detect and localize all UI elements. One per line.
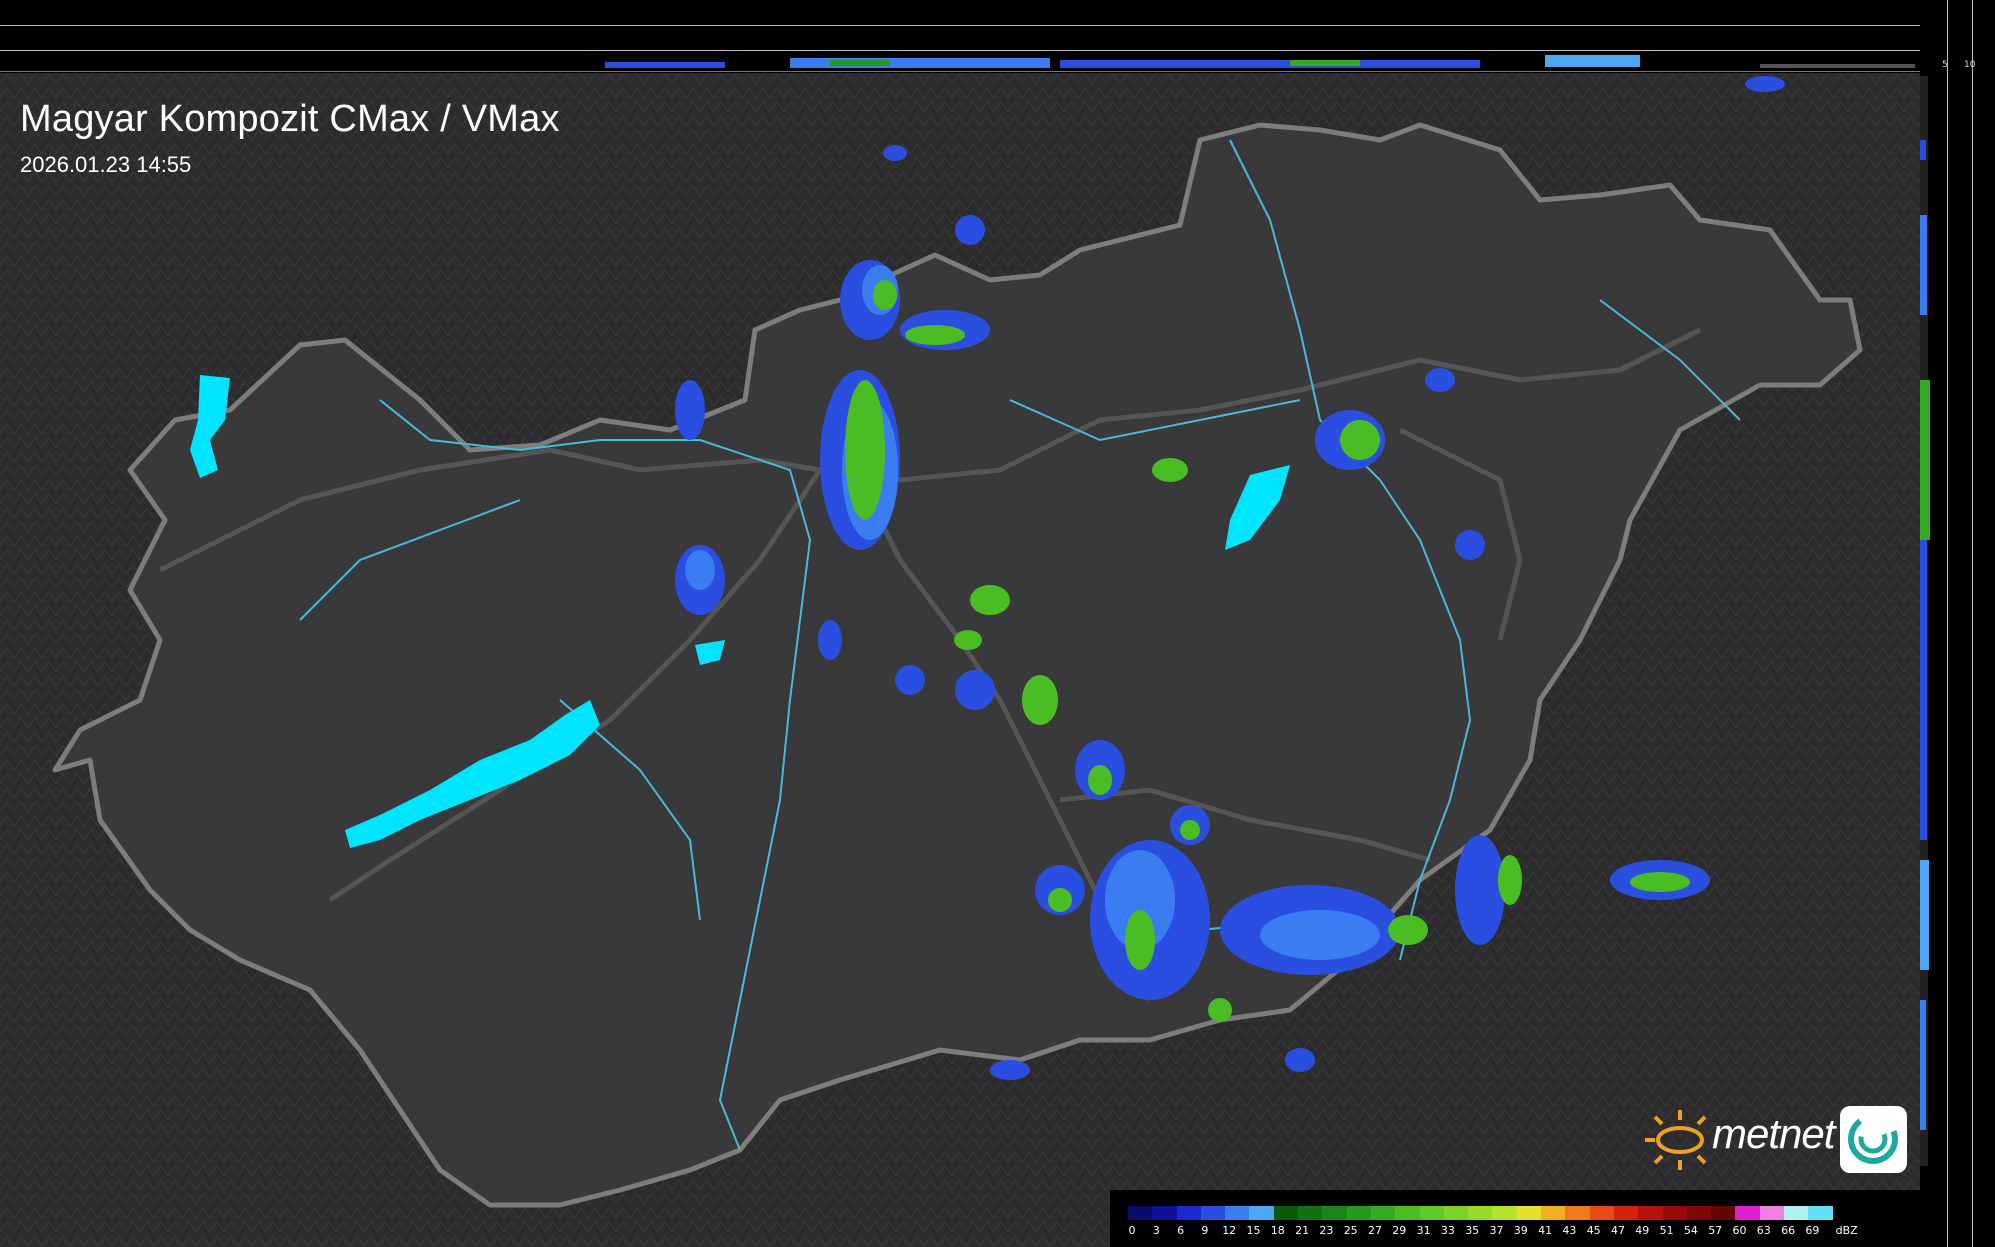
legend-value-label: 51 xyxy=(1659,1224,1674,1237)
legend-swatch xyxy=(1565,1206,1590,1220)
legend-value-label: 49 xyxy=(1635,1224,1650,1237)
legend-value-label: 21 xyxy=(1295,1224,1310,1237)
logo-text: metnet xyxy=(1712,1110,1835,1157)
legend-swatch xyxy=(1808,1206,1833,1220)
lakes xyxy=(190,375,1290,848)
profile-tick-label: 10 xyxy=(1964,60,1976,70)
legend-swatch xyxy=(1711,1206,1736,1220)
rivers xyxy=(299,139,1741,1151)
legend-value-label: 47 xyxy=(1611,1224,1625,1237)
swirl-icon xyxy=(1840,1106,1907,1173)
roads xyxy=(158,327,1702,1002)
legend-swatch xyxy=(1128,1206,1153,1220)
map-canvas xyxy=(0,73,1920,1247)
legend-swatch xyxy=(1589,1206,1614,1220)
legend-swatch xyxy=(1225,1206,1250,1220)
legend-value-label: 39 xyxy=(1513,1224,1528,1237)
legend-value-label: 60 xyxy=(1732,1224,1747,1237)
legend-swatch xyxy=(1370,1206,1396,1220)
radar-echoes-green xyxy=(845,280,1690,1022)
legend-swatch xyxy=(1176,1206,1201,1220)
legend-value-label: 3 xyxy=(1152,1224,1160,1237)
legend-value-label: 15 xyxy=(1246,1224,1261,1237)
profile-gridline xyxy=(1947,0,1948,1247)
legend-swatch xyxy=(1273,1206,1299,1220)
profile-baseline xyxy=(0,71,1920,72)
legend-value-label: 29 xyxy=(1392,1224,1407,1237)
legend-swatch xyxy=(1784,1206,1809,1220)
top-profile-strip: 10 5 xyxy=(0,0,1933,72)
legend-value-label: 25 xyxy=(1343,1224,1358,1237)
lake-tisza xyxy=(1225,465,1290,550)
legend-swatch xyxy=(1346,1206,1371,1220)
top-profile-echoes xyxy=(605,55,1915,68)
profile-gridline xyxy=(1972,0,1973,1247)
legend-swatch xyxy=(1492,1206,1517,1220)
country-outline xyxy=(52,122,1863,1208)
legend-swatch xyxy=(1298,1206,1323,1220)
legend-value-label: 45 xyxy=(1586,1224,1601,1237)
legend-swatch xyxy=(1686,1206,1712,1220)
legend-value-label: 57 xyxy=(1708,1224,1723,1237)
legend-swatch xyxy=(1443,1206,1469,1220)
legend-swatch xyxy=(1541,1206,1566,1220)
legend-value-label: 41 xyxy=(1538,1224,1553,1237)
legend-value-label: 43 xyxy=(1562,1224,1577,1237)
legend-swatch xyxy=(1613,1206,1639,1220)
legend-value-label: 33 xyxy=(1440,1224,1455,1237)
legend-value-label: 12 xyxy=(1222,1224,1237,1237)
legend-swatch xyxy=(1638,1206,1663,1220)
legend-swatch xyxy=(1735,1206,1760,1220)
legend-swatch xyxy=(1152,1206,1177,1220)
map-timestamp: 2026.01.23 14:55 xyxy=(20,152,192,177)
legend-swatch xyxy=(1516,1206,1542,1220)
legend-value-label: 63 xyxy=(1756,1224,1771,1237)
legend-value-label: 35 xyxy=(1465,1224,1480,1237)
legend-value-label: 66 xyxy=(1781,1224,1796,1237)
legend-value-label: 18 xyxy=(1270,1224,1285,1237)
lake-balaton xyxy=(345,700,600,848)
legend-value-label: 27 xyxy=(1368,1224,1382,1237)
map-title: Magyar Kompozit CMax / VMax xyxy=(20,98,560,140)
legend-value-label: 31 xyxy=(1416,1224,1431,1237)
right-profile-echoes xyxy=(1920,76,1930,1166)
legend-value-label: 0 xyxy=(1128,1224,1136,1237)
radar-map[interactable] xyxy=(0,73,1920,1247)
legend-swatch xyxy=(1759,1206,1785,1220)
legend-swatch xyxy=(1249,1206,1274,1220)
legend-color-bar xyxy=(1128,1206,1833,1220)
legend-value-label: 23 xyxy=(1319,1224,1334,1237)
legend-unit-label: dBZ xyxy=(1835,1224,1858,1237)
legend-value-label: 37 xyxy=(1489,1224,1504,1237)
legend-swatch xyxy=(1322,1206,1347,1220)
sun-icon xyxy=(1645,1110,1707,1170)
profile-gridline xyxy=(0,50,1920,51)
legend-swatch xyxy=(1468,1206,1493,1220)
lake-neusiedl xyxy=(190,375,230,478)
legend-value-label: 6 xyxy=(1177,1224,1185,1237)
profile-gridline xyxy=(0,25,1920,26)
legend-swatch xyxy=(1662,1206,1687,1220)
legend-swatch xyxy=(1200,1206,1226,1220)
legend-value-label: 54 xyxy=(1683,1224,1698,1237)
right-profile-strip: 5 10 xyxy=(1920,0,1995,1247)
legend-value-label: 69 xyxy=(1805,1224,1820,1237)
legend-swatch xyxy=(1395,1206,1420,1220)
legend-swatch xyxy=(1419,1206,1444,1220)
dbz-legend: 0 3 6 9 12 15 18 21 23 25 27 29 31 33 35 37 39 41 43 45 47 49… xyxy=(1110,1190,1920,1247)
profile-tick-label: 5 xyxy=(1942,60,1948,70)
legend-value-label: 9 xyxy=(1201,1224,1209,1237)
